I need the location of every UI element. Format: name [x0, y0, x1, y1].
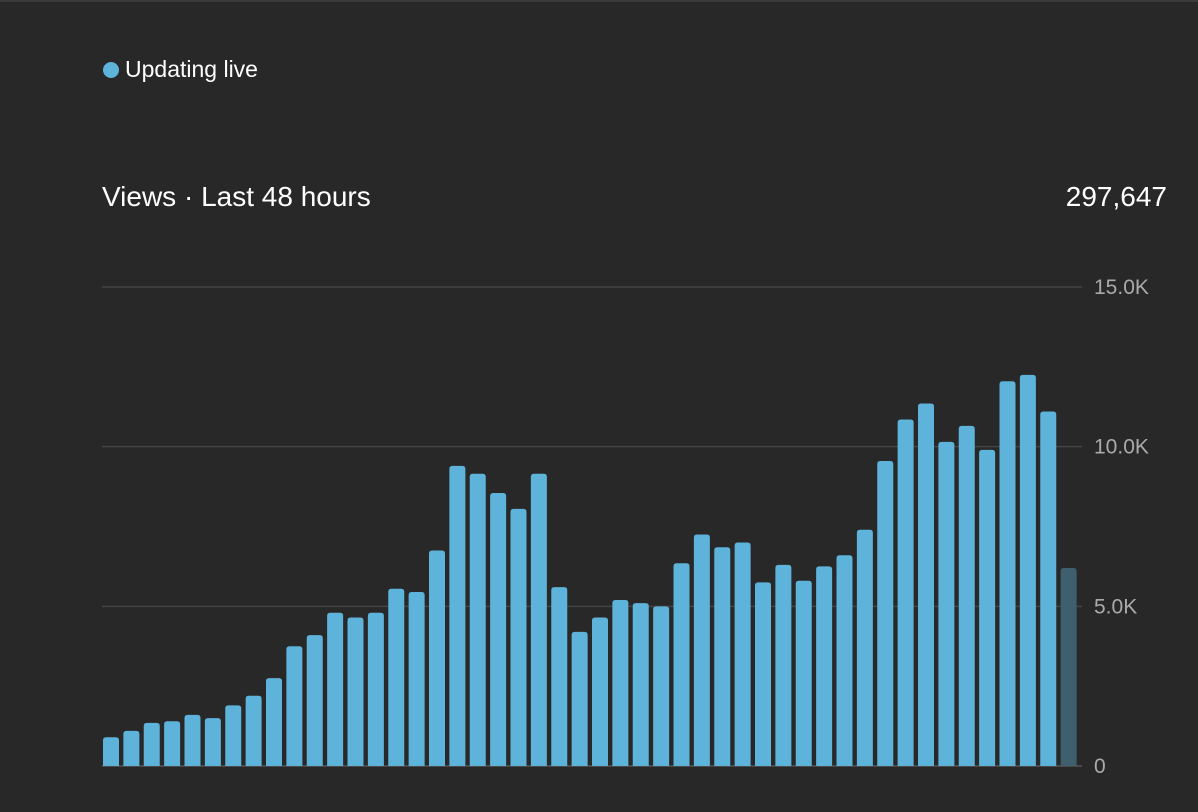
- bar[interactable]: [1040, 411, 1057, 766]
- bar[interactable]: [490, 492, 507, 766]
- bar[interactable]: [306, 635, 323, 766]
- bar[interactable]: [918, 403, 934, 766]
- bar[interactable]: [612, 599, 629, 766]
- bar[interactable]: [571, 631, 588, 766]
- bar[interactable]: [103, 737, 119, 766]
- bar[interactable]: [286, 646, 303, 766]
- top-border: [0, 0, 1198, 2]
- bar-current-hour[interactable]: [1060, 568, 1077, 766]
- bar[interactable]: [184, 714, 201, 766]
- bar[interactable]: [999, 381, 1016, 766]
- live-status-label: Updating live: [125, 56, 258, 82]
- bar[interactable]: [429, 550, 445, 766]
- y-tick-label: 15.0K: [1094, 276, 1149, 299]
- bar[interactable]: [938, 441, 955, 766]
- bar[interactable]: [734, 542, 751, 766]
- bar[interactable]: [388, 588, 405, 766]
- bar[interactable]: [897, 419, 914, 766]
- bar[interactable]: [592, 617, 608, 766]
- bar[interactable]: [551, 587, 568, 766]
- bar[interactable]: [266, 678, 282, 766]
- bar[interactable]: [469, 473, 486, 766]
- bar[interactable]: [347, 617, 364, 766]
- metric-total: 297,647: [1065, 181, 1167, 212]
- bar[interactable]: [449, 465, 466, 766]
- bar[interactable]: [755, 582, 771, 766]
- bar[interactable]: [775, 564, 792, 766]
- bar[interactable]: [979, 449, 996, 766]
- bar[interactable]: [958, 425, 975, 766]
- bar[interactable]: [673, 563, 690, 766]
- y-tick-label: 10.0K: [1094, 436, 1149, 459]
- bar[interactable]: [877, 461, 894, 766]
- bar[interactable]: [836, 555, 853, 766]
- bar[interactable]: [653, 606, 670, 766]
- bar[interactable]: [795, 580, 812, 766]
- bar[interactable]: [327, 612, 344, 766]
- bar[interactable]: [714, 547, 731, 766]
- y-tick-label: 0: [1094, 755, 1106, 778]
- live-status: Updating live: [103, 56, 258, 83]
- bar[interactable]: [225, 705, 242, 766]
- bar[interactable]: [632, 603, 649, 766]
- bar[interactable]: [510, 508, 527, 766]
- bar[interactable]: [1019, 374, 1036, 766]
- y-tick-label: 5.0K: [1094, 595, 1137, 618]
- bar[interactable]: [367, 612, 384, 766]
- live-dot-icon: [103, 61, 119, 78]
- bar[interactable]: [408, 591, 425, 766]
- metric-title: Views · Last 48 hours: [102, 181, 371, 212]
- bar[interactable]: [164, 721, 181, 766]
- bar[interactable]: [245, 695, 262, 766]
- bar[interactable]: [143, 722, 160, 766]
- bar[interactable]: [204, 718, 221, 766]
- bar[interactable]: [816, 566, 833, 766]
- bar[interactable]: [123, 730, 140, 766]
- bar[interactable]: [856, 529, 873, 766]
- bar[interactable]: [693, 534, 710, 766]
- bar[interactable]: [530, 473, 547, 766]
